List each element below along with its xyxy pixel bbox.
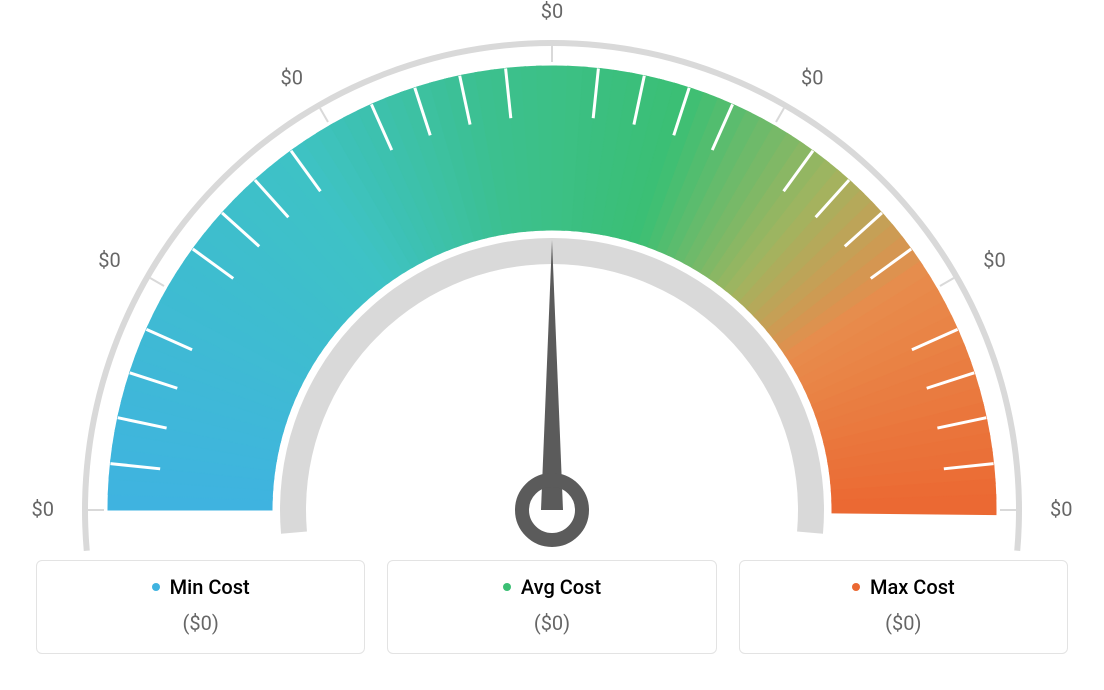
legend-card-max: Max Cost ($0) — [739, 560, 1068, 654]
legend-value-min: ($0) — [47, 611, 354, 635]
svg-text:$0: $0 — [801, 66, 823, 90]
svg-text:$0: $0 — [98, 248, 120, 272]
legend-dot-min — [152, 583, 160, 591]
legend-value-avg: ($0) — [398, 611, 705, 635]
gauge-svg: $0 $0 $0 $0 $0 $0 $0 — [0, 0, 1104, 560]
legend-dot-avg — [503, 583, 511, 591]
legend-label-max: Max Cost — [870, 575, 955, 599]
cost-gauge-widget: $0 $0 $0 $0 $0 $0 $0 Min Cost ($0) Avg Cost ($… — [0, 0, 1104, 690]
legend-dot-max — [852, 583, 860, 591]
legend-card-min: Min Cost ($0) — [36, 560, 365, 654]
svg-text:$0: $0 — [281, 66, 303, 90]
svg-text:$0: $0 — [541, 0, 563, 23]
svg-text:$0: $0 — [983, 248, 1005, 272]
legend-label-min: Min Cost — [170, 575, 250, 599]
legend-title: Avg Cost — [503, 575, 601, 599]
svg-text:$0: $0 — [1050, 497, 1072, 521]
legend-value-max: ($0) — [750, 611, 1057, 635]
gauge-chart: $0 $0 $0 $0 $0 $0 $0 — [0, 0, 1104, 560]
svg-text:$0: $0 — [32, 497, 54, 521]
legend-title: Min Cost — [152, 575, 250, 599]
legend-label-avg: Avg Cost — [521, 575, 601, 599]
legend-title: Max Cost — [852, 575, 955, 599]
legend-card-avg: Avg Cost ($0) — [387, 560, 716, 654]
legend-row: Min Cost ($0) Avg Cost ($0) Max Cost ($0… — [0, 560, 1104, 654]
